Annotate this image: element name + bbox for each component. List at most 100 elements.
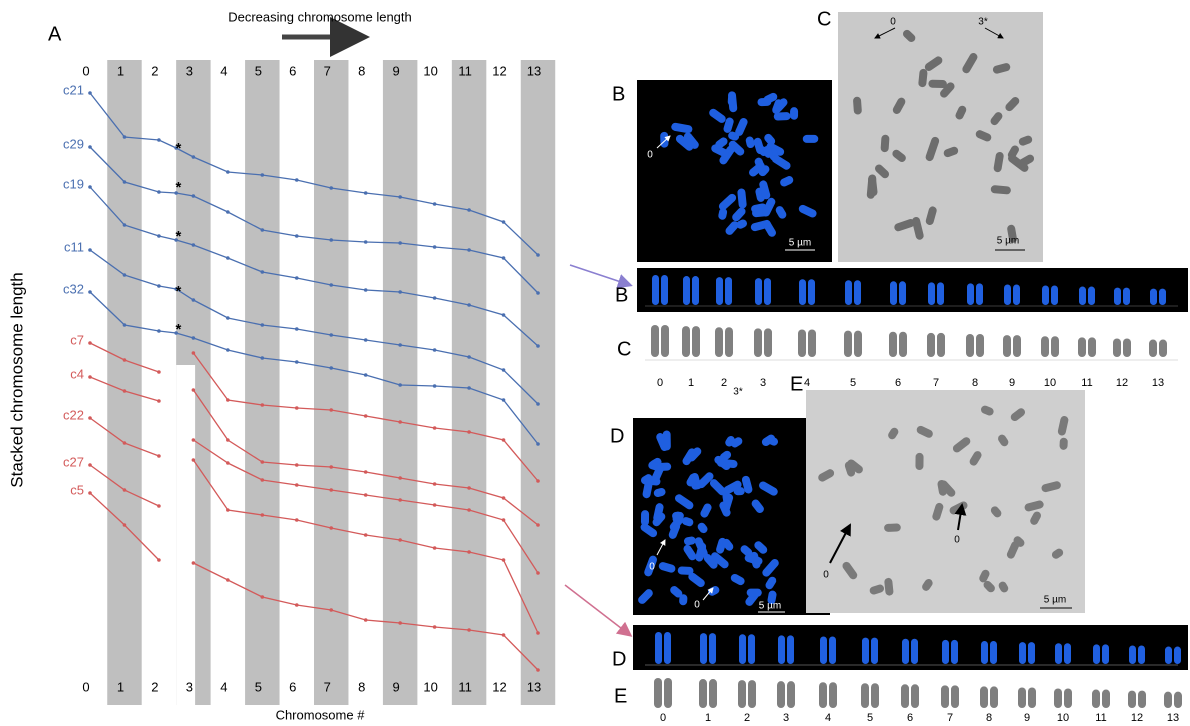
chromosome bbox=[764, 278, 771, 305]
chromosome bbox=[744, 554, 763, 566]
point bbox=[329, 238, 334, 242]
karyotype-number: 13 bbox=[1152, 377, 1164, 389]
series-label: c29 bbox=[63, 136, 84, 151]
x-tick-label: 13 bbox=[527, 63, 541, 78]
chromosome bbox=[1030, 511, 1041, 525]
micrograph-label: 5 µm bbox=[759, 601, 781, 612]
series-label: c27 bbox=[63, 454, 84, 469]
point bbox=[363, 618, 368, 622]
chromosome bbox=[976, 333, 984, 357]
point bbox=[122, 441, 127, 445]
point bbox=[157, 370, 161, 374]
point bbox=[226, 170, 230, 174]
micrograph-label: 5 µm bbox=[789, 238, 811, 249]
karyotype-number: 11 bbox=[1095, 712, 1106, 724]
point bbox=[88, 290, 92, 294]
chromosome bbox=[980, 405, 994, 416]
chromosome bbox=[1093, 644, 1100, 664]
point bbox=[536, 402, 540, 406]
chromosome bbox=[992, 63, 1011, 74]
chromosome bbox=[763, 220, 776, 237]
chromosome bbox=[656, 433, 669, 452]
chromosome bbox=[871, 683, 879, 708]
x-tick-label: 0 bbox=[82, 679, 89, 694]
annotation: * bbox=[175, 228, 181, 245]
point bbox=[467, 248, 471, 252]
x-tick-label: 11 bbox=[458, 679, 472, 694]
series-label: c22 bbox=[63, 407, 84, 422]
chromosome bbox=[1051, 548, 1064, 559]
chromosome bbox=[871, 637, 878, 664]
x-tick-label: 1 bbox=[117, 63, 124, 78]
annotation: * bbox=[175, 283, 181, 300]
chromosome bbox=[899, 331, 907, 357]
chromosome bbox=[764, 328, 772, 357]
point bbox=[536, 253, 540, 257]
chromosome bbox=[1165, 646, 1172, 664]
karyotype-number: 4 bbox=[804, 377, 810, 389]
point bbox=[191, 388, 196, 392]
chromosome bbox=[915, 452, 924, 471]
chromosome bbox=[716, 277, 723, 305]
point bbox=[174, 238, 178, 242]
point bbox=[122, 488, 127, 492]
point bbox=[88, 375, 92, 379]
point bbox=[501, 518, 506, 522]
point bbox=[260, 270, 265, 274]
chromosome bbox=[943, 146, 959, 158]
chromosome bbox=[725, 277, 732, 305]
point bbox=[329, 488, 334, 492]
point bbox=[329, 186, 334, 190]
point bbox=[432, 625, 437, 629]
chromosome bbox=[927, 332, 935, 357]
chromosome bbox=[741, 475, 753, 494]
karyotype-number: 7 bbox=[947, 712, 953, 724]
x-tick-label: 6 bbox=[289, 63, 296, 78]
point bbox=[398, 241, 402, 245]
chromosome bbox=[842, 561, 858, 580]
x-tick-label: 9 bbox=[393, 679, 400, 694]
chromosome bbox=[975, 130, 992, 142]
chromosome bbox=[699, 679, 707, 708]
chromosome bbox=[711, 144, 729, 157]
annotation: * bbox=[175, 179, 181, 196]
chromosome bbox=[1013, 335, 1021, 357]
point bbox=[122, 323, 127, 327]
point bbox=[432, 482, 437, 486]
chromosome bbox=[862, 637, 869, 664]
x-tick-label: 10 bbox=[423, 63, 437, 78]
micrograph-label: 0 bbox=[954, 535, 960, 546]
chromosome bbox=[740, 545, 753, 557]
chromosome bbox=[700, 633, 707, 664]
chromosome bbox=[754, 541, 768, 554]
point bbox=[260, 228, 265, 232]
chromosome bbox=[951, 639, 958, 664]
point bbox=[536, 668, 540, 672]
chart-title: Decreasing chromosome length bbox=[228, 9, 412, 24]
chromosome bbox=[777, 681, 785, 708]
chromosome bbox=[845, 280, 852, 305]
point bbox=[174, 191, 178, 195]
chromosome bbox=[682, 326, 690, 357]
point bbox=[432, 546, 437, 550]
chromosome bbox=[928, 79, 947, 89]
chromosome bbox=[820, 636, 827, 664]
chromosome bbox=[979, 569, 990, 583]
annotation: * bbox=[175, 140, 181, 157]
point bbox=[226, 438, 230, 442]
chromosome bbox=[990, 112, 1003, 126]
panel-label: B bbox=[612, 83, 625, 105]
chromosome bbox=[1006, 541, 1020, 559]
karyotype-number: 3 bbox=[760, 377, 766, 389]
chromosome bbox=[1150, 288, 1157, 305]
chromosome bbox=[772, 99, 783, 115]
chromosome bbox=[928, 282, 935, 305]
chromosome bbox=[889, 331, 897, 357]
chromosome bbox=[802, 134, 819, 143]
point bbox=[88, 145, 92, 149]
karyotype-number: 3 bbox=[783, 712, 789, 724]
chromosome bbox=[753, 137, 765, 155]
point bbox=[294, 276, 299, 280]
point bbox=[226, 508, 230, 512]
